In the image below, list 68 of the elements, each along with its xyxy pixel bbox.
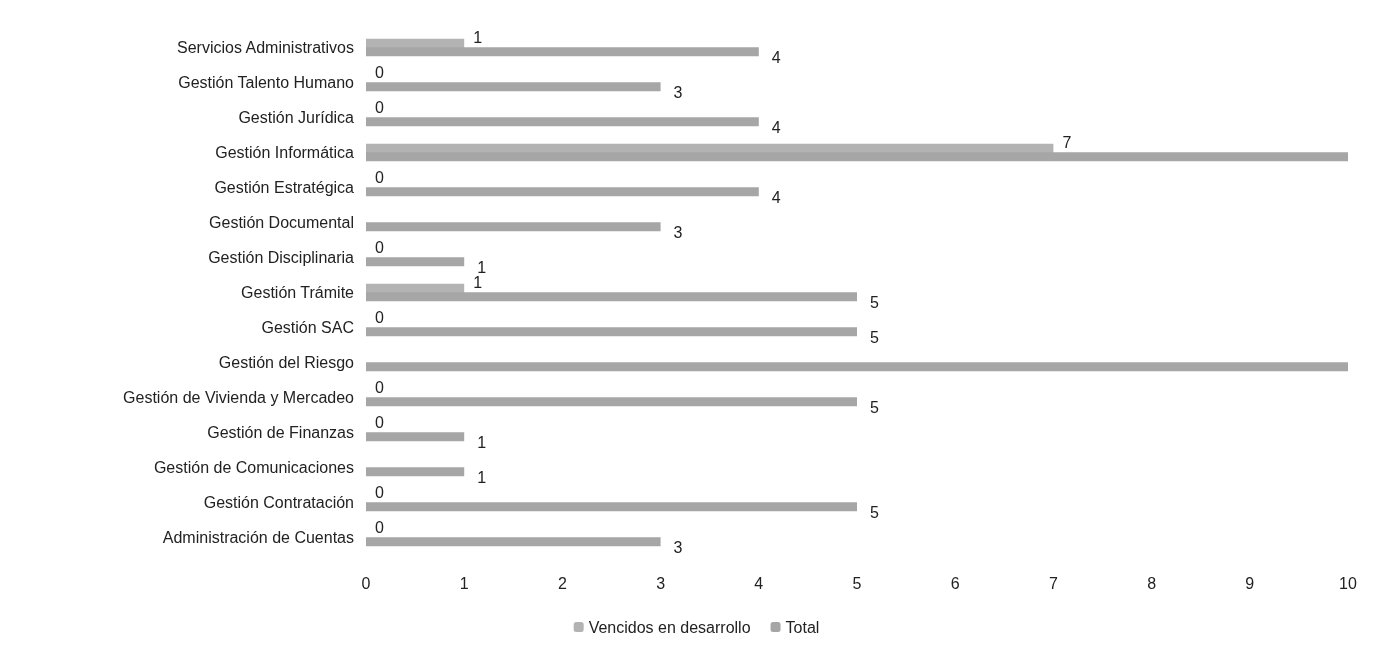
bar bbox=[366, 117, 759, 127]
x-tick-label: 2 bbox=[557, 574, 567, 592]
x-tick-label: 1 bbox=[459, 574, 469, 592]
x-tick-label: 6 bbox=[950, 574, 960, 592]
data-label: 1 bbox=[477, 469, 487, 487]
y-tick-label: Gestión Documental bbox=[209, 214, 354, 231]
bar bbox=[366, 292, 857, 302]
y-tick-label: Servicios Administrativos bbox=[177, 39, 354, 56]
bar bbox=[366, 537, 661, 547]
bar bbox=[366, 362, 1348, 372]
data-label: 4 bbox=[771, 189, 781, 207]
y-tick-label: Gestión del Riesgo bbox=[218, 354, 355, 371]
y-tick-label: Gestión Informática bbox=[215, 144, 355, 161]
data-label: 0 bbox=[375, 169, 384, 187]
y-tick-label: Gestión Trámite bbox=[241, 284, 355, 301]
bar bbox=[366, 502, 857, 512]
y-tick-label: Gestión de Comunicaciones bbox=[153, 459, 354, 476]
y-tick-label: Gestión de Vivienda y Mercadeo bbox=[123, 389, 355, 406]
bar bbox=[366, 187, 759, 197]
data-label: 0 bbox=[375, 519, 384, 537]
data-label: 1 bbox=[477, 259, 487, 277]
bar bbox=[366, 82, 661, 92]
data-label: 0 bbox=[375, 484, 384, 502]
data-label: 0 bbox=[375, 64, 384, 82]
bar bbox=[366, 327, 857, 337]
legend-label: Total bbox=[785, 618, 820, 636]
y-tick-label: Gestión Jurídica bbox=[238, 109, 355, 126]
data-label: 4 bbox=[771, 49, 781, 67]
data-label: 0 bbox=[375, 309, 384, 327]
bar bbox=[366, 467, 465, 477]
data-label: 0 bbox=[375, 379, 384, 397]
data-label: 3 bbox=[673, 84, 683, 102]
x-tick-label: 5 bbox=[852, 574, 862, 592]
x-tick-label: 4 bbox=[754, 574, 764, 592]
data-label: 1 bbox=[473, 274, 483, 292]
data-label: 0 bbox=[375, 414, 384, 432]
y-tick-label: Gestión Estratégica bbox=[214, 179, 355, 196]
x-tick-label: 8 bbox=[1147, 574, 1157, 592]
legend-label: Vencidos en desarrollo bbox=[588, 618, 751, 636]
bar bbox=[366, 152, 1348, 162]
data-label: 0 bbox=[375, 99, 384, 117]
bar bbox=[366, 397, 857, 407]
y-tick-label: Gestión Talento Humano bbox=[178, 74, 355, 91]
data-label: 5 bbox=[870, 504, 879, 522]
data-label: 5 bbox=[870, 399, 879, 417]
y-tick-label: Gestión Contratación bbox=[203, 494, 354, 511]
data-label: 7 bbox=[1062, 134, 1072, 152]
bar bbox=[366, 432, 465, 442]
x-tick-label: 9 bbox=[1245, 574, 1255, 592]
data-label: 5 bbox=[870, 329, 879, 347]
data-label: 3 bbox=[673, 224, 683, 242]
y-tick-label: Administración de Cuentas bbox=[162, 529, 354, 546]
data-label: 1 bbox=[477, 434, 487, 452]
x-tick-label: 0 bbox=[361, 574, 371, 592]
y-tick-label: Gestión Disciplinaria bbox=[208, 249, 355, 266]
x-tick-label: 10 bbox=[1339, 574, 1357, 592]
data-label: 3 bbox=[673, 539, 683, 557]
x-tick-label: 7 bbox=[1048, 574, 1058, 592]
bar bbox=[366, 47, 759, 57]
y-tick-label: Gestión de Finanzas bbox=[207, 424, 354, 441]
data-label: 4 bbox=[771, 119, 781, 137]
bar bbox=[366, 257, 465, 267]
data-label: 1 bbox=[473, 29, 483, 47]
x-tick-label: 3 bbox=[656, 574, 666, 592]
bar bbox=[366, 222, 661, 232]
y-tick-label: Gestión SAC bbox=[261, 319, 354, 336]
data-label: 0 bbox=[375, 239, 384, 257]
data-label: 5 bbox=[870, 294, 879, 312]
